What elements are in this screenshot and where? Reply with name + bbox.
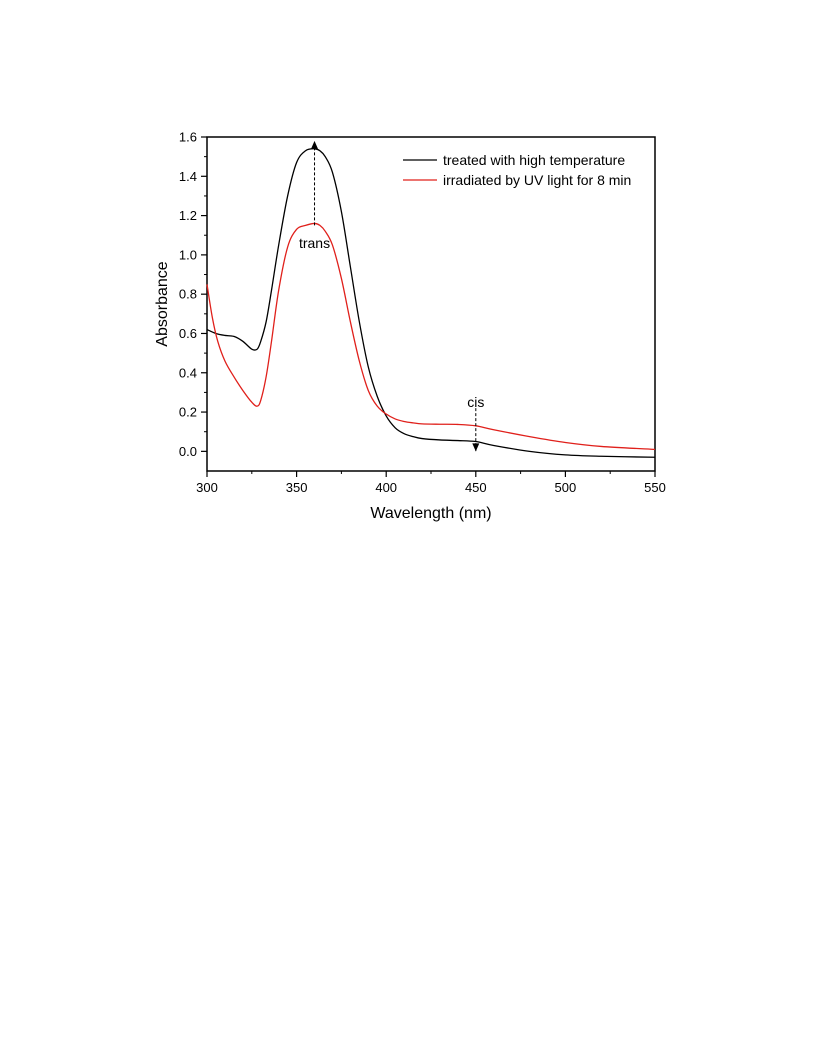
x-tick-label: 350 [286,480,308,495]
plot-area: 300 350 400 450 500 550 0.0 0.2 0.4 0.6 0.8 1.0 1.2 1… [179,130,666,496]
x-tick-label: 400 [375,480,397,495]
y-tick-label: 0.8 [179,287,197,302]
y-axis-title: Absorbance [154,261,171,346]
annotation-label-cis: cis [467,394,484,410]
x-tick-label: 500 [555,480,577,495]
annotation-label-trans: trans [299,235,330,251]
x-tick-label: 450 [465,480,487,495]
legend-label-1: treated with high temperature [443,152,625,168]
y-tick-label: 0.6 [179,326,197,341]
y-tick-label: 0.4 [179,365,197,380]
annotation-arrowhead-trans [311,140,319,149]
x-axis-title: Wavelength (nm) [370,505,491,522]
annotation-layer: trans cis [299,140,484,452]
x-tick-label: 550 [644,480,666,495]
series-line-2 [206,222,656,451]
y-tick-label: 1.6 [179,130,197,145]
y-tick-label: 0.2 [179,405,197,420]
y-tick-label: 0.0 [179,444,197,459]
legend: treated with high temperature irradiated … [403,152,631,188]
y-tick-label: 1.2 [179,208,197,223]
series-line-1 [206,148,656,458]
annotation-arrowhead-cis [472,443,480,452]
legend-label-2: irradiated by UV light for 8 min [443,172,631,188]
y-tick-label: 1.4 [179,169,197,184]
series-layer [206,148,656,458]
y-tick-label: 1.0 [179,247,197,262]
ticks-layer: 300 350 400 450 500 550 0.0 0.2 0.4 0.6 0.8 1.0 1.2 1… [179,130,666,496]
x-tick-label: 300 [196,480,218,495]
